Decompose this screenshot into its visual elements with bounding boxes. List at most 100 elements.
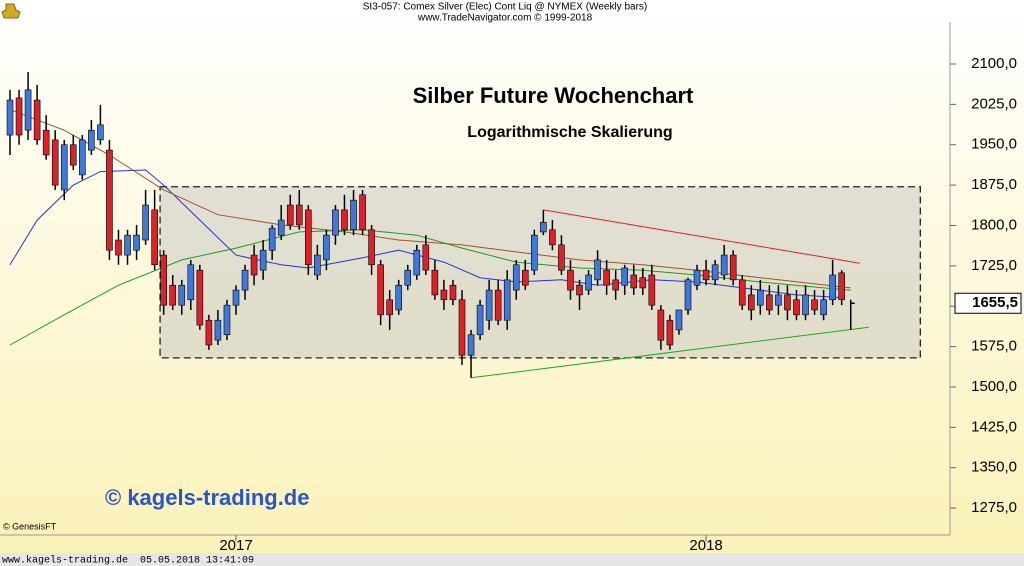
x-tick-label: 2017	[219, 537, 252, 554]
candle-body	[133, 234, 140, 251]
y-tick-label: 1725,0	[971, 257, 1017, 274]
logo	[1, 3, 21, 19]
y-tick-label: 1800,0	[971, 216, 1017, 233]
candle-body	[323, 234, 330, 261]
candle-body	[88, 129, 95, 151]
candle-body	[485, 289, 493, 321]
candle-body	[169, 284, 177, 306]
chart-title: Silber Future Wochenchart	[413, 83, 694, 108]
candle-body	[223, 304, 231, 336]
y-tick-label: 2025,0	[971, 95, 1017, 112]
candle-body	[784, 294, 791, 311]
candle-body	[350, 199, 357, 231]
candle-body	[639, 277, 647, 289]
candle-body	[187, 264, 195, 301]
x-tick-label: 2018	[689, 537, 722, 554]
candle-body	[286, 204, 294, 226]
overlay-line	[9, 109, 851, 289]
y-tick-label: 1275,0	[971, 499, 1017, 516]
candle-body	[738, 279, 746, 306]
candle-body	[69, 144, 77, 166]
candle-body	[711, 264, 719, 281]
candle-body	[558, 244, 565, 271]
candle-body	[440, 289, 448, 301]
candle-body	[259, 249, 267, 271]
candle-body	[124, 234, 131, 256]
candle-body	[512, 264, 520, 291]
candle-body	[630, 274, 638, 289]
candle-body	[6, 99, 14, 136]
chart-subtitle: Logarithmische Skalierung	[467, 124, 672, 141]
candle-body	[305, 209, 312, 266]
candle-body	[60, 144, 68, 191]
candle-body	[250, 254, 258, 276]
footer-site: www.kagels-trading.de	[2, 555, 128, 566]
candle-body	[268, 227, 276, 251]
header-line: SI3-057: Comex Silver (Elec) Cont Liq @ …	[363, 2, 648, 13]
candle-body	[458, 299, 466, 356]
candle-body	[42, 129, 50, 156]
candle-body	[494, 289, 502, 321]
candle-body	[503, 279, 511, 321]
candle-body	[838, 272, 845, 301]
candle-body	[15, 97, 23, 136]
last-price-label: 1655,5	[972, 294, 1018, 311]
y-tick-label: 1950,0	[971, 136, 1017, 153]
candle-body	[476, 304, 484, 336]
candle-body	[603, 269, 610, 286]
candle-body	[549, 229, 556, 246]
background	[0, 0, 1024, 553]
overlay-line	[9, 229, 851, 346]
candle-body	[729, 254, 737, 281]
candle-body	[531, 234, 538, 271]
candle-body	[693, 269, 701, 286]
candle-body	[612, 279, 619, 291]
candle-body	[97, 124, 104, 141]
header-line: www.TradeNavigator.com © 1999-2018	[417, 13, 593, 24]
y-tick-label: 1500,0	[971, 378, 1017, 395]
candle-body	[277, 219, 285, 236]
candle-body	[196, 269, 204, 326]
candle-body	[422, 244, 430, 271]
candle-body	[467, 334, 475, 356]
candle-body	[160, 254, 167, 306]
candle-body	[621, 267, 629, 286]
candle-body	[802, 294, 809, 316]
candle-body	[214, 319, 222, 341]
candle-body	[178, 284, 186, 306]
candle-body	[395, 284, 403, 311]
candle-body	[241, 269, 249, 291]
overlay-line	[9, 169, 842, 299]
footer-timestamp: 05.05.2018 13:41:09	[140, 556, 254, 566]
candle-body	[359, 194, 366, 231]
candle-body	[295, 204, 303, 226]
candle-body	[368, 229, 375, 266]
candle-body	[404, 269, 412, 286]
candle-body	[33, 99, 41, 141]
candle-body	[431, 269, 439, 296]
candle-body	[205, 319, 213, 346]
y-tick-label: 1875,0	[971, 176, 1017, 193]
last-price-box	[954, 292, 1022, 314]
candle-body	[811, 299, 818, 311]
candle-body	[766, 294, 773, 311]
candle-body	[567, 269, 574, 291]
candle-body	[521, 269, 529, 286]
candle-body	[747, 294, 755, 311]
candle-body	[585, 274, 592, 291]
overlay-line	[543, 209, 860, 264]
candle-body	[684, 279, 692, 311]
candle-body	[540, 221, 547, 233]
y-tick-label: 1575,0	[971, 338, 1017, 355]
candle-body	[829, 274, 836, 301]
candle-body	[720, 254, 728, 276]
candle-body	[51, 139, 59, 186]
candle-body	[386, 299, 393, 316]
y-tick-label: 2100,0	[971, 55, 1017, 72]
candle-body	[413, 249, 421, 276]
candle-body	[657, 309, 665, 341]
source: © GenesisFT	[3, 521, 57, 531]
candle-body	[151, 209, 158, 266]
candle-body	[377, 264, 384, 316]
